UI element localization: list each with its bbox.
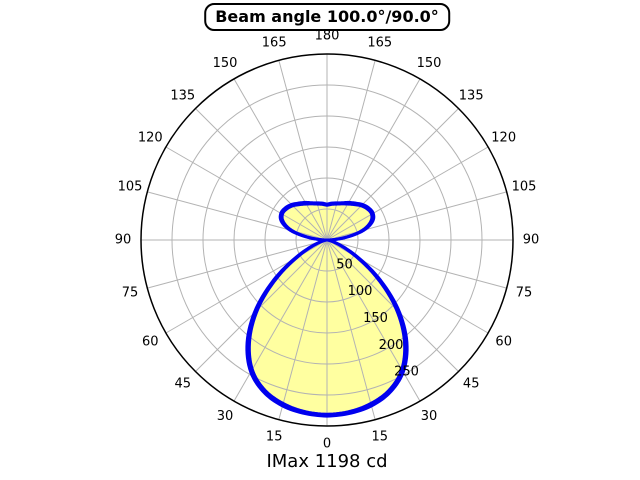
grid-spoke <box>326 108 459 241</box>
angle-tick-label: 105 <box>118 180 143 195</box>
angle-tick-label: 90 <box>523 233 540 248</box>
radial-tick-label: 200 <box>379 338 404 353</box>
outer-ring <box>140 53 514 427</box>
angle-tick-label: 75 <box>122 285 139 300</box>
angle-tick-label: 90 <box>115 233 132 248</box>
angle-tick-label: 120 <box>491 131 516 146</box>
angle-tick-label: 60 <box>495 335 512 350</box>
angle-tick-label: 30 <box>217 409 234 424</box>
grid-spoke <box>165 146 328 241</box>
angle-tick-label: 120 <box>138 131 163 146</box>
chart-title: Beam angle 100.0°/90.0° <box>204 3 450 31</box>
angle-tick-label: 45 <box>463 377 480 392</box>
angle-tick-label: 30 <box>421 409 438 424</box>
imax-label: IMax 1198 cd <box>266 451 388 472</box>
grid-spoke <box>233 78 328 241</box>
grid-spoke <box>326 239 459 372</box>
grid-spoke <box>195 239 328 372</box>
angle-tick-label: 105 <box>512 180 537 195</box>
grid-spoke <box>278 60 328 241</box>
grid-spoke <box>326 239 421 402</box>
radial-tick-label: 50 <box>336 257 353 272</box>
radial-tick-label: 250 <box>394 365 419 380</box>
angle-tick-label: 0 <box>323 437 331 452</box>
angle-tick-label: 15 <box>372 430 389 445</box>
grid-spoke <box>326 146 489 241</box>
angle-tick-label: 135 <box>170 88 195 103</box>
angle-tick-label: 150 <box>417 56 442 71</box>
grid-spoke <box>326 239 376 420</box>
grid-spoke <box>326 60 376 241</box>
grid-spoke <box>233 239 328 402</box>
beam-curve <box>247 202 407 416</box>
angle-tick-label: 135 <box>459 88 484 103</box>
angle-tick-label: 165 <box>367 36 392 51</box>
grid-spoke <box>326 78 421 241</box>
grid-spoke <box>326 239 507 289</box>
angle-tick-label: 165 <box>262 36 287 51</box>
angle-tick-label: 15 <box>266 430 283 445</box>
grid-spoke <box>147 239 328 289</box>
angle-tick-label: 180 <box>315 29 340 44</box>
radial-tick-label: 100 <box>348 284 373 299</box>
angle-tick-label: 60 <box>142 335 159 350</box>
angle-tick-label: 75 <box>516 285 533 300</box>
angle-tick-label: 45 <box>175 377 192 392</box>
grid-spoke <box>278 239 328 420</box>
grid-spoke <box>195 108 328 241</box>
radial-tick-label: 150 <box>363 311 388 326</box>
angle-tick-label: 150 <box>213 56 238 71</box>
